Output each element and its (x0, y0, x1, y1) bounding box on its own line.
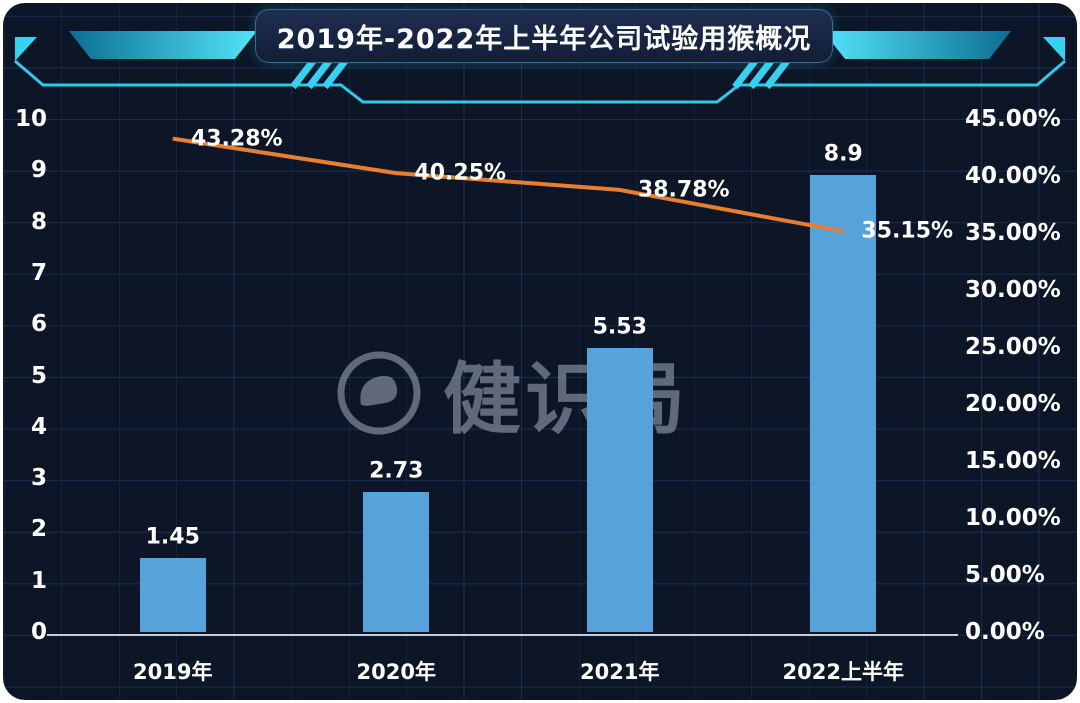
left-axis-tick: 7 (30, 259, 47, 286)
bar-value-label: 2.73 (369, 458, 424, 484)
left-axis-tick: 6 (30, 311, 47, 338)
bar-value-label: 1.45 (145, 524, 200, 550)
left-axis-tick: 5 (30, 362, 47, 389)
header-right-corner (1043, 37, 1065, 61)
right-axis-tick: 25.00% (965, 334, 1061, 360)
left-axis-tick: 8 (30, 208, 47, 235)
right-axis-tick: 0.00% (965, 619, 1045, 645)
bar-value-label: 8.9 (823, 141, 863, 167)
header-decoration (14, 31, 1066, 104)
header-right-slashes-icon (732, 58, 790, 90)
chart-title: 2019年-2022年上半年公司试验用猴概况 (276, 23, 812, 55)
left-axis-tick: 2 (30, 516, 47, 543)
header-hud-line (14, 59, 1066, 104)
left-axis-tick: 0 (30, 619, 47, 645)
chart-title-banner: 2019年-2022年上半年公司试验用猴概况 (255, 9, 833, 63)
line-value-label: 38.78% (637, 177, 730, 203)
left-axis-tick: 4 (30, 413, 47, 440)
x-axis-label: 2021年 (580, 660, 660, 684)
bar-value-label: 5.53 (592, 314, 647, 340)
right-axis-tick: 45.00% (965, 106, 1061, 132)
line-value-label: 43.28% (190, 126, 283, 152)
bar (139, 557, 206, 632)
line-value-label: 40.25% (414, 160, 507, 186)
plot-area: 10 9 8 7 6 5 4 3 2 1 0 45.00% 40.00% 35.00% 30.00% 25.0… (3, 3, 1077, 700)
header-left-slashes-icon (290, 58, 348, 90)
right-axis-tick: 20.00% (965, 391, 1061, 417)
header-left-corner (15, 37, 37, 61)
x-axis-line (47, 634, 958, 636)
trend-line (172, 136, 844, 234)
left-axis-tick: 3 (30, 465, 47, 492)
left-axis-tick: 9 (30, 157, 47, 184)
left-axis-tick: 1 (30, 567, 47, 594)
header-left-bar (69, 31, 257, 59)
x-axis-label: 2019年 (133, 660, 213, 684)
bar (363, 491, 430, 632)
right-axis-tick: 5.00% (965, 562, 1045, 588)
bar (586, 348, 653, 632)
x-axis-label: 2020年 (356, 660, 436, 684)
header-right-bar (823, 31, 1011, 59)
right-axis-tick: 15.00% (965, 448, 1061, 474)
x-axis-label: 2022上半年 (782, 660, 904, 684)
right-axis-tick: 10.00% (965, 505, 1061, 531)
right-axis-tick: 30.00% (965, 277, 1061, 303)
bar (810, 175, 877, 632)
right-axis-tick: 35.00% (965, 220, 1061, 246)
right-axis-tick: 40.00% (965, 163, 1061, 189)
chart-panel: 健识局 10 9 8 7 6 5 4 3 2 1 0 45.00% 40.00% 35.00% 30.00%… (3, 3, 1077, 700)
watermark-logo-icon (337, 351, 421, 435)
left-axis-tick: 10 (14, 106, 47, 132)
line-value-label: 35.15% (861, 218, 954, 244)
